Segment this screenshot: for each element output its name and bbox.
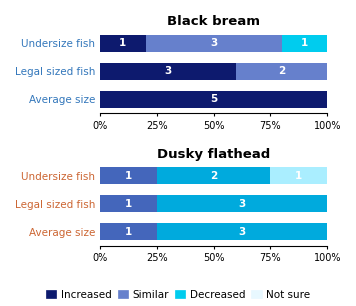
Bar <box>157 167 271 184</box>
Text: 5: 5 <box>210 94 218 104</box>
Bar <box>100 167 157 184</box>
Bar <box>157 195 327 212</box>
Text: 1: 1 <box>125 227 132 237</box>
Text: 3: 3 <box>210 38 218 48</box>
Bar <box>100 195 157 212</box>
Text: 1: 1 <box>301 38 308 48</box>
Bar <box>271 167 327 184</box>
Text: 3: 3 <box>239 199 246 209</box>
Bar <box>157 223 327 240</box>
Text: 1: 1 <box>125 199 132 209</box>
Text: 1: 1 <box>295 171 303 181</box>
Bar <box>100 91 327 108</box>
Text: 1: 1 <box>119 38 127 48</box>
Bar <box>100 35 146 52</box>
Text: 1: 1 <box>125 171 132 181</box>
Legend: Increased, Similar, Decreased, Not sure: Increased, Similar, Decreased, Not sure <box>42 285 314 304</box>
Bar <box>236 63 327 80</box>
Bar <box>100 63 236 80</box>
Title: Black bream: Black bream <box>167 15 260 28</box>
Text: 3: 3 <box>239 227 246 237</box>
Text: 2: 2 <box>210 171 218 181</box>
Bar <box>282 35 327 52</box>
Bar <box>100 223 157 240</box>
Text: 3: 3 <box>165 66 172 76</box>
Title: Dusky flathead: Dusky flathead <box>157 147 270 161</box>
Text: 2: 2 <box>278 66 286 76</box>
Bar <box>146 35 282 52</box>
